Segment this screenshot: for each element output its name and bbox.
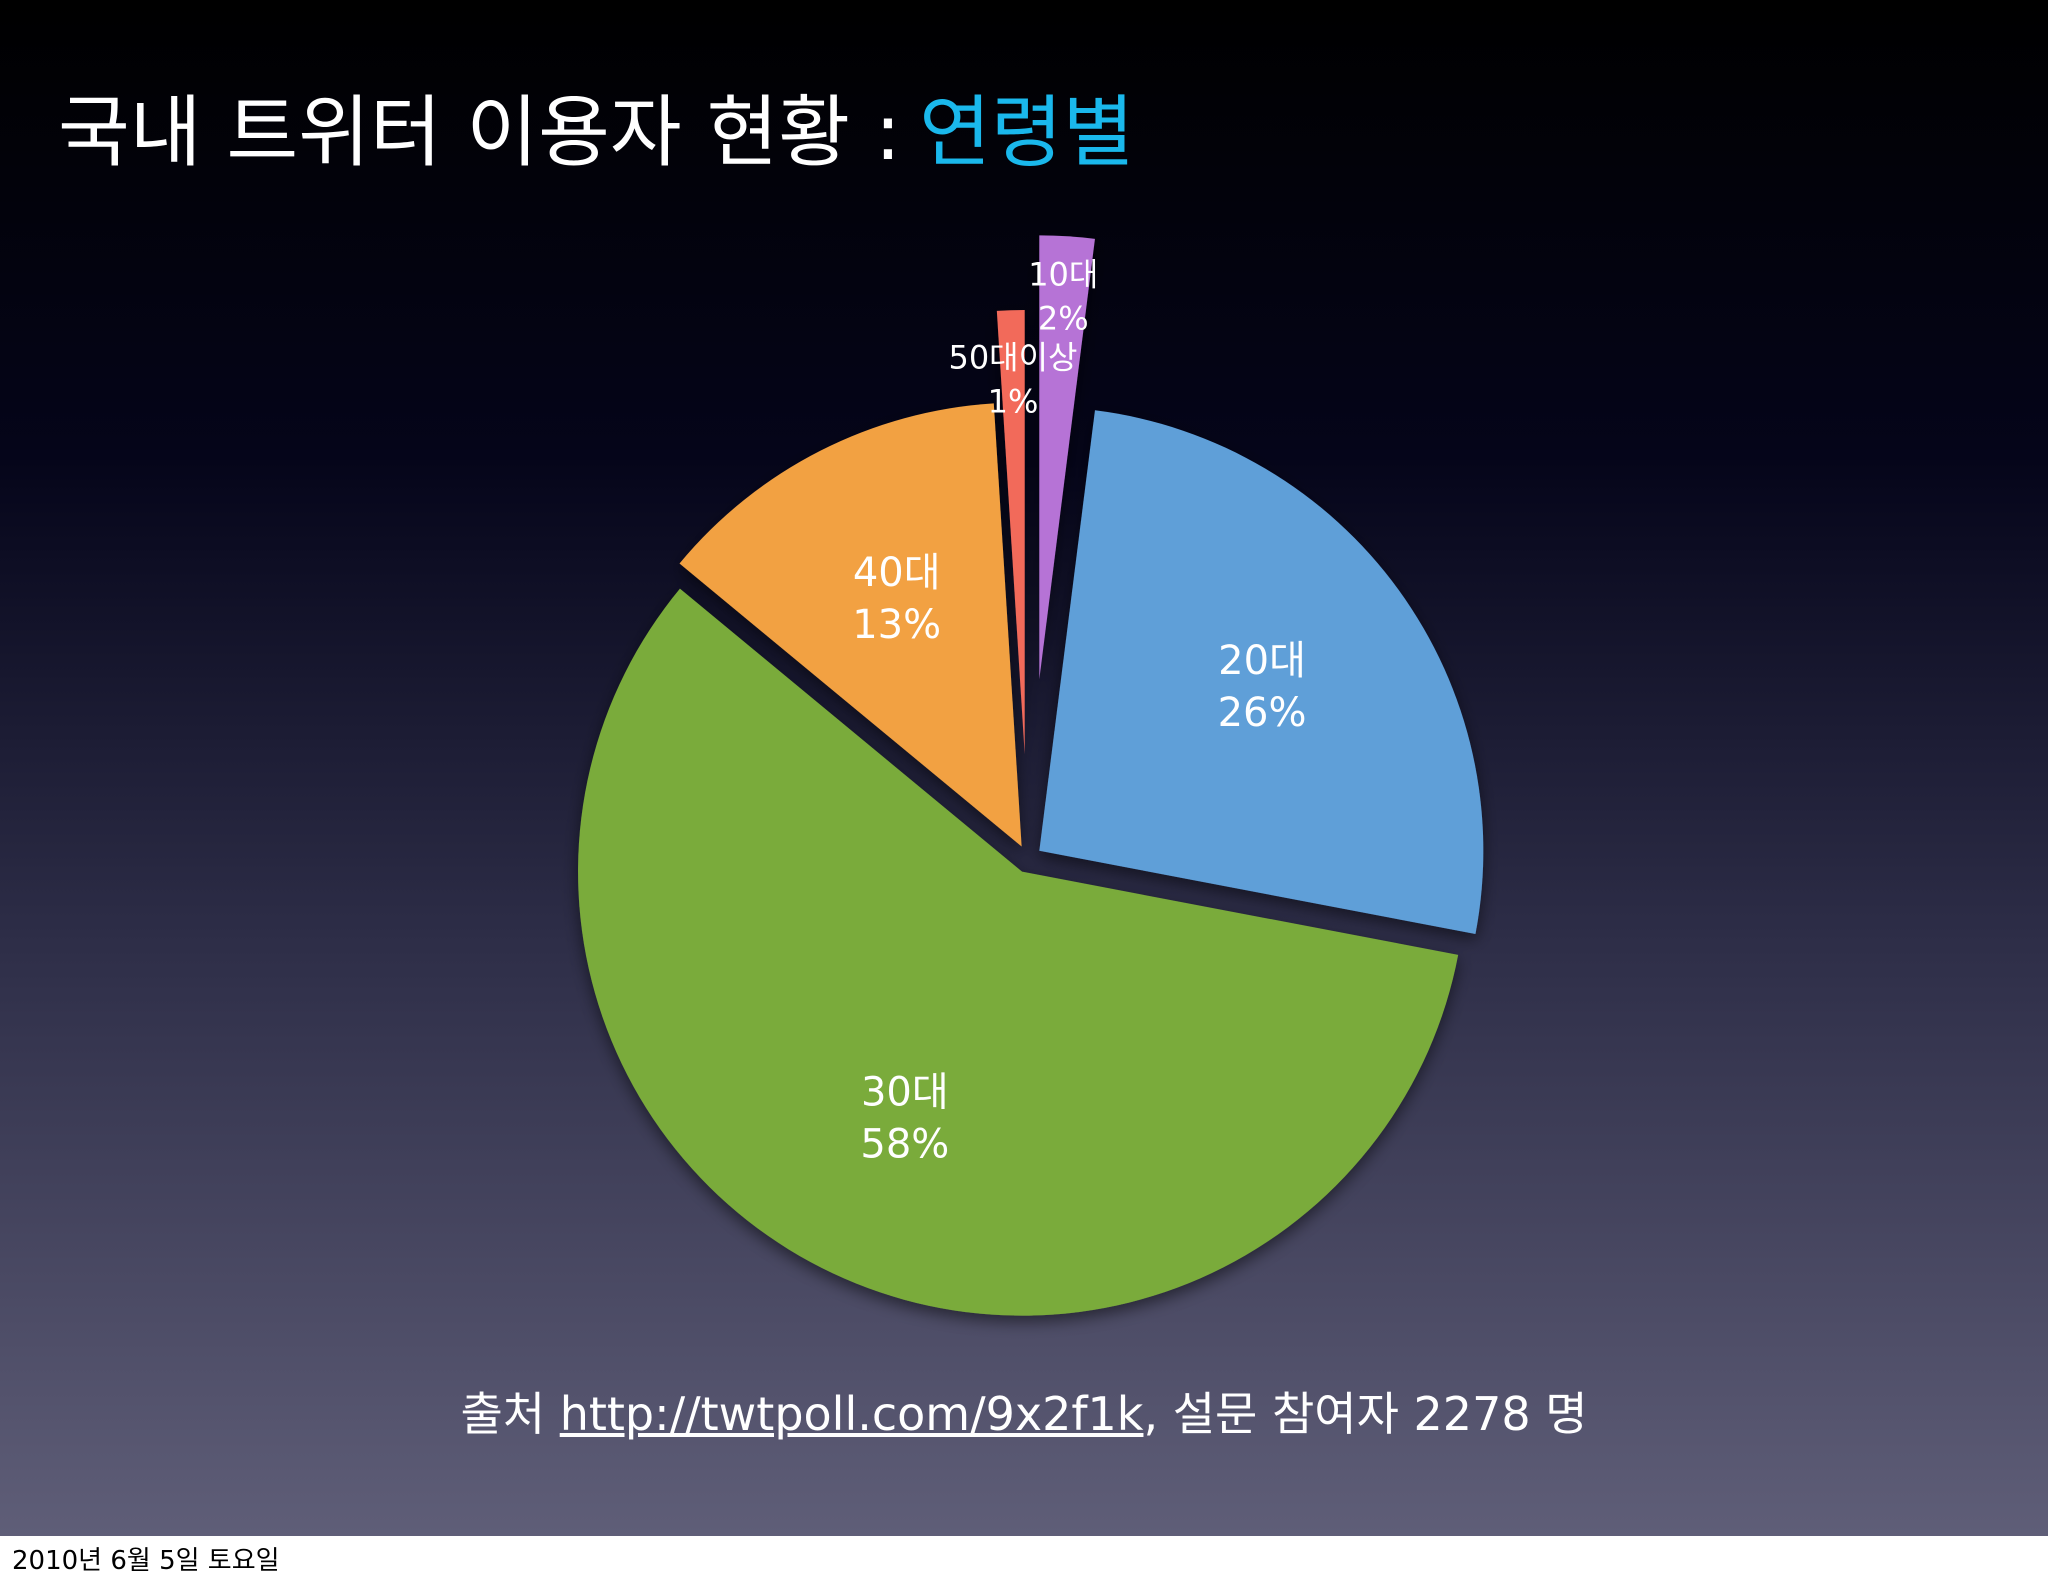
source-suffix: , 설문 참여자 2278 명 [1143, 1387, 1588, 1441]
slice-category-label: 20대 [1218, 638, 1306, 684]
source-link[interactable]: http://twtpoll.com/9x2f1k [559, 1387, 1144, 1441]
pie-slice [1039, 410, 1484, 934]
pie-slice [578, 588, 1459, 1316]
pie [578, 235, 1484, 1316]
slice-value-label: 2% [1038, 299, 1089, 337]
slice-value-label: 13% [852, 602, 941, 648]
slice-category-label: 50대이상 [948, 338, 1077, 376]
slice-category-label: 30대 [861, 1070, 949, 1116]
source: 출처 http://twtpoll.com/9x2f1k, 설문 참여자 227… [0, 1378, 2048, 1444]
slice-value-label: 26% [1218, 690, 1307, 736]
pie-slice [996, 310, 1025, 755]
slide: 국내 트위터 이용자 현황 : 연령별 10대 2% 20대 26% 30대 58% 40대 1… [0, 0, 2048, 1536]
slice-category-label: 10대 [1028, 255, 1098, 293]
slice-value-label: 58% [860, 1122, 949, 1168]
chart: 10대 2% 20대 26% 30대 58% 40대 13% 50대이상 1% [578, 235, 1484, 1316]
slice-value-label: 1% [988, 382, 1039, 420]
title-highlight: 연령별 [919, 88, 1135, 178]
source-prefix: 출처 [460, 1387, 546, 1441]
pie-slice [679, 403, 1022, 847]
slice-category-label: 40대 [853, 550, 941, 596]
pie-slice [1039, 235, 1095, 680]
title: 국내 트위터 이용자 현황 : 연령별 [58, 70, 1134, 182]
footer-date: 2010년 6월 5일 토요일 [12, 1546, 280, 1576]
title-text: 국내 트위터 이용자 현황 : [58, 88, 902, 178]
